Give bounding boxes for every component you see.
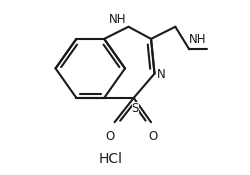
- Text: HCl: HCl: [99, 152, 123, 166]
- Text: O: O: [106, 130, 115, 143]
- Text: N: N: [157, 68, 166, 81]
- Text: O: O: [148, 130, 158, 143]
- Text: S: S: [132, 102, 139, 115]
- Text: NH: NH: [189, 33, 207, 46]
- Text: NH: NH: [108, 13, 126, 26]
